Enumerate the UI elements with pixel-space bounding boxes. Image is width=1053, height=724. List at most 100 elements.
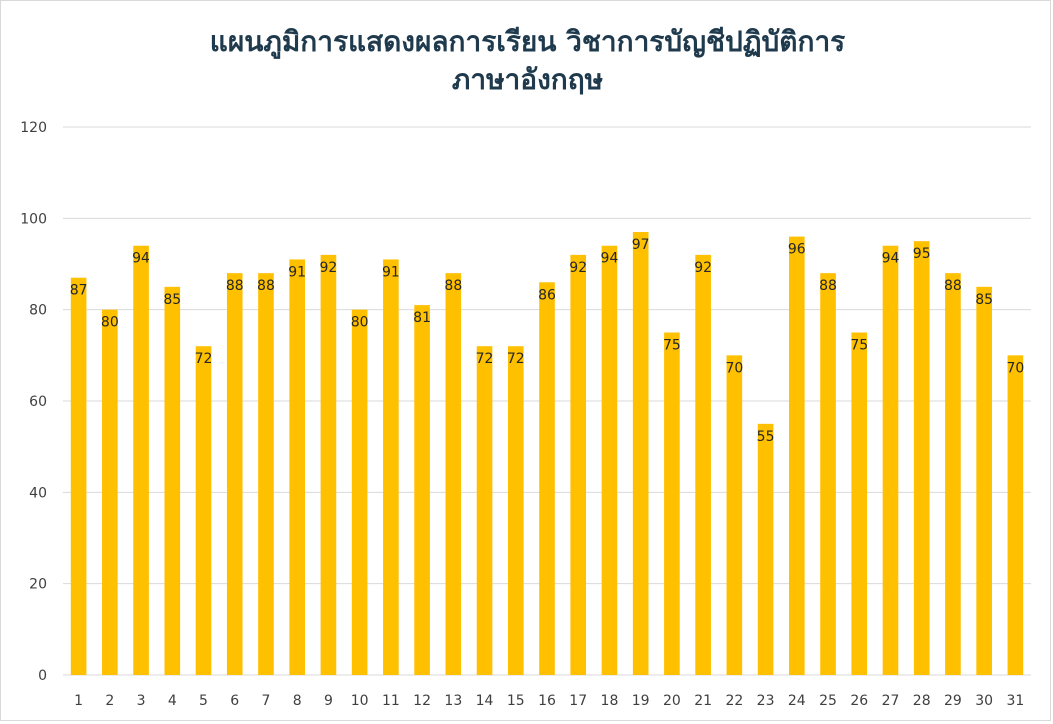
x-tick-label-29: 29 [944, 693, 962, 709]
x-tick-label-15: 15 [507, 693, 525, 709]
bar-2 [102, 309, 118, 675]
data-label-3: 94 [132, 251, 150, 267]
data-label-12: 81 [413, 310, 431, 326]
bar-25 [820, 273, 836, 675]
x-tick-label-1: 1 [74, 693, 83, 709]
data-label-1: 87 [70, 283, 88, 299]
data-label-8: 91 [288, 264, 306, 280]
bar-8 [289, 259, 305, 675]
x-tick-label-7: 7 [262, 693, 271, 709]
bar-13 [445, 273, 462, 675]
bar-30 [976, 286, 992, 675]
y-tick-label: 80 [29, 303, 47, 319]
bar-14 [476, 346, 493, 675]
x-tick-label-11: 11 [382, 693, 400, 709]
x-tick-label-22: 22 [725, 693, 743, 709]
data-label-16: 86 [538, 287, 556, 303]
data-label-30: 85 [975, 292, 993, 308]
bar-5 [195, 346, 212, 675]
x-tick-label-25: 25 [819, 693, 837, 709]
bar-29 [945, 273, 961, 675]
bar-18 [601, 245, 618, 675]
x-tick-label-12: 12 [413, 693, 431, 709]
data-label-6: 88 [226, 278, 244, 294]
bar-24 [789, 236, 805, 675]
bar-15 [507, 346, 524, 675]
data-label-22: 70 [725, 360, 743, 376]
data-label-19: 97 [632, 237, 650, 253]
x-tick-label-17: 17 [569, 693, 587, 709]
x-tick-label-6: 6 [230, 693, 239, 709]
data-label-20: 75 [663, 338, 681, 354]
x-tick-label-19: 19 [632, 693, 650, 709]
data-label-15: 72 [507, 351, 525, 367]
data-label-31: 70 [1006, 360, 1024, 376]
data-label-27: 94 [882, 251, 900, 267]
y-tick-label: 100 [20, 211, 47, 227]
data-label-26: 75 [850, 338, 868, 354]
y-tick-label: 20 [29, 577, 47, 593]
x-tick-label-4: 4 [168, 693, 177, 709]
y-tick-label: 120 [20, 120, 47, 136]
bar-17 [570, 254, 587, 675]
data-label-5: 72 [195, 351, 213, 367]
bar-26 [851, 332, 868, 675]
x-tick-label-26: 26 [850, 693, 868, 709]
data-label-13: 88 [444, 278, 462, 294]
bar-4 [164, 286, 181, 675]
data-label-11: 91 [382, 264, 400, 280]
data-label-21: 92 [694, 260, 712, 276]
x-tick-label-21: 21 [694, 693, 712, 709]
x-tick-label-8: 8 [293, 693, 302, 709]
bar-19 [632, 232, 649, 676]
data-label-23: 55 [757, 429, 775, 445]
x-tick-label-13: 13 [444, 693, 462, 709]
x-tick-label-31: 31 [1006, 693, 1024, 709]
data-label-24: 96 [788, 242, 806, 258]
x-tick-label-9: 9 [324, 693, 333, 709]
data-label-28: 95 [913, 246, 931, 262]
data-label-29: 88 [944, 278, 962, 294]
bar-9 [320, 254, 337, 675]
x-tick-label-3: 3 [137, 693, 146, 709]
y-tick-label: 40 [29, 485, 47, 501]
bar-22 [726, 355, 743, 675]
x-tick-label-2: 2 [105, 693, 114, 709]
x-tick-label-16: 16 [538, 693, 556, 709]
x-tick-label-20: 20 [663, 693, 681, 709]
bar-6 [226, 273, 243, 675]
x-tick-label-30: 30 [975, 693, 993, 709]
data-label-4: 85 [163, 292, 181, 308]
bar-31 [1007, 355, 1024, 675]
x-tick-label-14: 14 [476, 693, 494, 709]
x-tick-label-10: 10 [351, 693, 369, 709]
chart-title-line-2: ภาษาอังกฤษ [451, 63, 604, 96]
x-tick-label-23: 23 [757, 693, 775, 709]
data-label-18: 94 [601, 251, 619, 267]
chart-title: แผนภูมิการแสดงผลการเรียน วิชาการบัญชีปฏิ… [1, 23, 1053, 99]
x-tick-label-27: 27 [882, 693, 900, 709]
bar-12 [414, 305, 430, 675]
bar-11 [383, 259, 399, 675]
bar-10 [351, 309, 368, 675]
chart-title-line-1: แผนภูมิการแสดงผลการเรียน วิชาการบัญชีปฏิ… [209, 25, 846, 58]
bar-20 [664, 332, 680, 675]
x-tick-label-5: 5 [199, 693, 208, 709]
y-tick-label: 60 [29, 394, 47, 410]
y-tick-label: 0 [38, 668, 47, 684]
x-tick-label-24: 24 [788, 693, 806, 709]
bar-16 [539, 282, 555, 675]
bar-27 [882, 245, 899, 675]
bar-23 [757, 423, 774, 675]
x-tick-label-28: 28 [913, 693, 931, 709]
data-label-14: 72 [476, 351, 494, 367]
data-label-9: 92 [320, 260, 338, 276]
bar-21 [695, 254, 711, 675]
data-label-7: 88 [257, 278, 275, 294]
data-label-25: 88 [819, 278, 837, 294]
bar-3 [133, 245, 149, 675]
bar-7 [258, 273, 274, 675]
bar-28 [913, 241, 930, 675]
